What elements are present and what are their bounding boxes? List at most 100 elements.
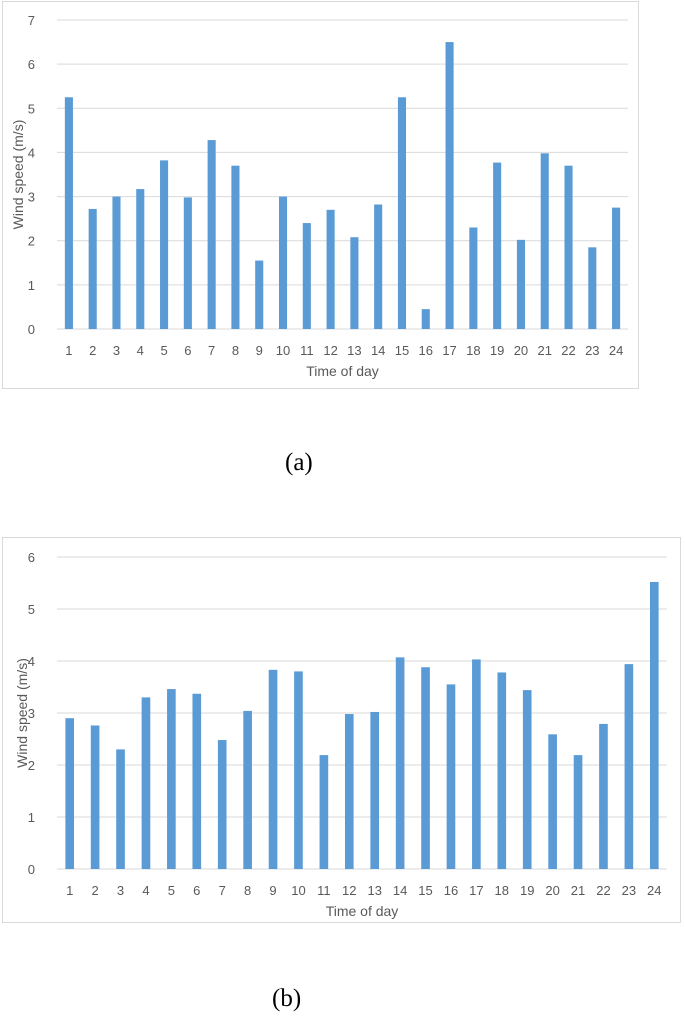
chart-a-bar [564, 165, 573, 329]
chart-b-x-tick-label: 17 [469, 883, 483, 898]
chart-a-x-tick-label: 1 [65, 343, 72, 358]
chart-b-x-tick-label: 23 [622, 883, 636, 898]
chart-b-x-tick-label: 7 [219, 883, 226, 898]
chart-b-y-axis-label: Wind speed (m/s) [14, 658, 30, 768]
caption-a: (a) [285, 449, 313, 476]
chart-a-bar [493, 162, 502, 329]
chart-a-y-tick-label: 1 [28, 278, 35, 293]
chart-a-x-tick-label: 9 [256, 343, 263, 358]
chart-a-x-tick-label: 6 [184, 343, 191, 358]
chart-b-x-tick-label: 4 [142, 883, 149, 898]
chart-a-x-tick-label: 20 [514, 343, 528, 358]
chart-a-bar [516, 239, 525, 329]
chart-b-y-tick-label: 3 [28, 706, 35, 721]
chart-a-x-tick-label: 24 [609, 343, 623, 358]
chart-a-bar [207, 140, 216, 329]
chart-a-bar [136, 189, 145, 329]
chart-a-y-tick-label: 4 [28, 145, 35, 160]
chart-b-bar [65, 718, 75, 869]
chart-a-bar [350, 237, 359, 329]
chart-b-x-tick-label: 5 [168, 883, 175, 898]
chart-b-bar [319, 755, 329, 869]
chart-b-x-tick-label: 14 [393, 883, 407, 898]
chart-a-bar [255, 260, 264, 329]
chart-b-x-tick-label: 6 [193, 883, 200, 898]
chart-b-x-tick-label: 16 [444, 883, 458, 898]
chart-b-bar [522, 690, 532, 869]
chart-a-x-tick-label: 5 [160, 343, 167, 358]
chart-b-x-tick-label: 10 [291, 883, 305, 898]
chart-b-bar [446, 684, 456, 869]
chart-a-bar [540, 153, 549, 329]
chart-b-bar [599, 723, 608, 869]
chart-b-y-tick-label: 1 [28, 810, 35, 825]
chart-a-x-tick-label: 16 [419, 343, 433, 358]
chart-b-x-tick-label: 8 [244, 883, 251, 898]
chart-b-bar [497, 672, 507, 869]
chart-a-bar [374, 204, 383, 329]
chart-b-y-tick-label: 4 [28, 654, 35, 669]
chart-a-bar [302, 223, 311, 329]
chart-a-x-tick-label: 18 [466, 343, 480, 358]
chart-b-bar [421, 667, 430, 869]
chart-a-bar [183, 197, 192, 329]
chart-b-x-tick-label: 11 [317, 883, 331, 898]
chart-a-bar [469, 227, 478, 329]
chart-a-x-tick-label: 17 [442, 343, 456, 358]
chart-b-bar [243, 710, 252, 869]
chart-b-x-tick-label: 3 [117, 883, 124, 898]
chart-a-x-tick-label: 4 [137, 343, 144, 358]
chart-a-y-tick-label: 6 [28, 57, 35, 72]
chart-b-x-tick-label: 20 [545, 883, 559, 898]
chart-a-x-tick-label: 2 [89, 343, 96, 358]
chart-b-x-tick-label: 12 [342, 883, 356, 898]
chart-a-bar [612, 207, 621, 329]
chart-b-x-tick-label: 2 [92, 883, 99, 898]
chart-a-bar [326, 209, 335, 329]
chart-a-bar [231, 165, 240, 329]
chart-b-bar [624, 664, 634, 869]
chart-a-x-tick-label: 15 [395, 343, 409, 358]
chart-a-bar [160, 160, 169, 329]
chart-b-bar [217, 740, 227, 869]
chart-a-x-axis-label: Time of day [306, 363, 379, 379]
chart-b-bar [192, 693, 202, 869]
chart-b-x-tick-label: 15 [418, 883, 432, 898]
chart-b-bar [167, 689, 176, 869]
chart-b-x-tick-label: 9 [269, 883, 276, 898]
chart-b-x-tick-label: 22 [596, 883, 610, 898]
chart-b-x-tick-label: 21 [571, 883, 585, 898]
chart-a-bar [88, 208, 97, 329]
chart-a-bar [588, 247, 597, 329]
chart-a-x-tick-label: 11 [300, 343, 314, 358]
chart-a-x-tick-label: 3 [113, 343, 120, 358]
chart-a-x-tick-label: 21 [537, 343, 551, 358]
caption-b: (b) [272, 985, 302, 1012]
chart-a-y-tick-label: 7 [28, 13, 35, 28]
chart-b-y-tick-label: 5 [28, 602, 35, 617]
chart-b-bar [141, 697, 151, 869]
chart-a-x-tick-label: 19 [490, 343, 504, 358]
chart-a-x-tick-label: 7 [208, 343, 215, 358]
chart-a-x-tick-label: 14 [371, 343, 385, 358]
chart-a: 0 1 2 3 4 5 6 7 1 2 3 4 5 6 7 8 9 10 11 12 13 14 15 16 17 18 19 20 2… [2, 1, 639, 389]
chart-b: 0 1 2 3 4 5 6 1 2 3 4 5 6 7 8 9 10 11 12 13 14 15 16 17 18 19 20 21… [2, 537, 681, 923]
chart-b-x-tick-label: 13 [367, 883, 381, 898]
chart-b-x-axis-label: Time of day [326, 903, 399, 919]
chart-a-bar [445, 42, 454, 329]
chart-b-bar [116, 749, 125, 869]
chart-a-x-tick-label: 12 [323, 343, 337, 358]
chart-a-x-tick-label: 8 [232, 343, 239, 358]
chart-b-bar [294, 671, 303, 869]
chart-a-bar [397, 97, 407, 329]
chart-b-bar [268, 669, 278, 869]
chart-a-bar [112, 196, 121, 329]
chart-b-x-tick-label: 24 [647, 883, 661, 898]
chart-b-bar [548, 734, 557, 869]
chart-b-bar [344, 714, 354, 869]
chart-a-bar [64, 97, 73, 329]
chart-a-bar [278, 196, 288, 329]
chart-a-y-axis-label: Wind speed (m/s) [10, 120, 26, 230]
chart-a-x-tick-label: 13 [347, 343, 361, 358]
chart-b-bar [573, 755, 583, 869]
